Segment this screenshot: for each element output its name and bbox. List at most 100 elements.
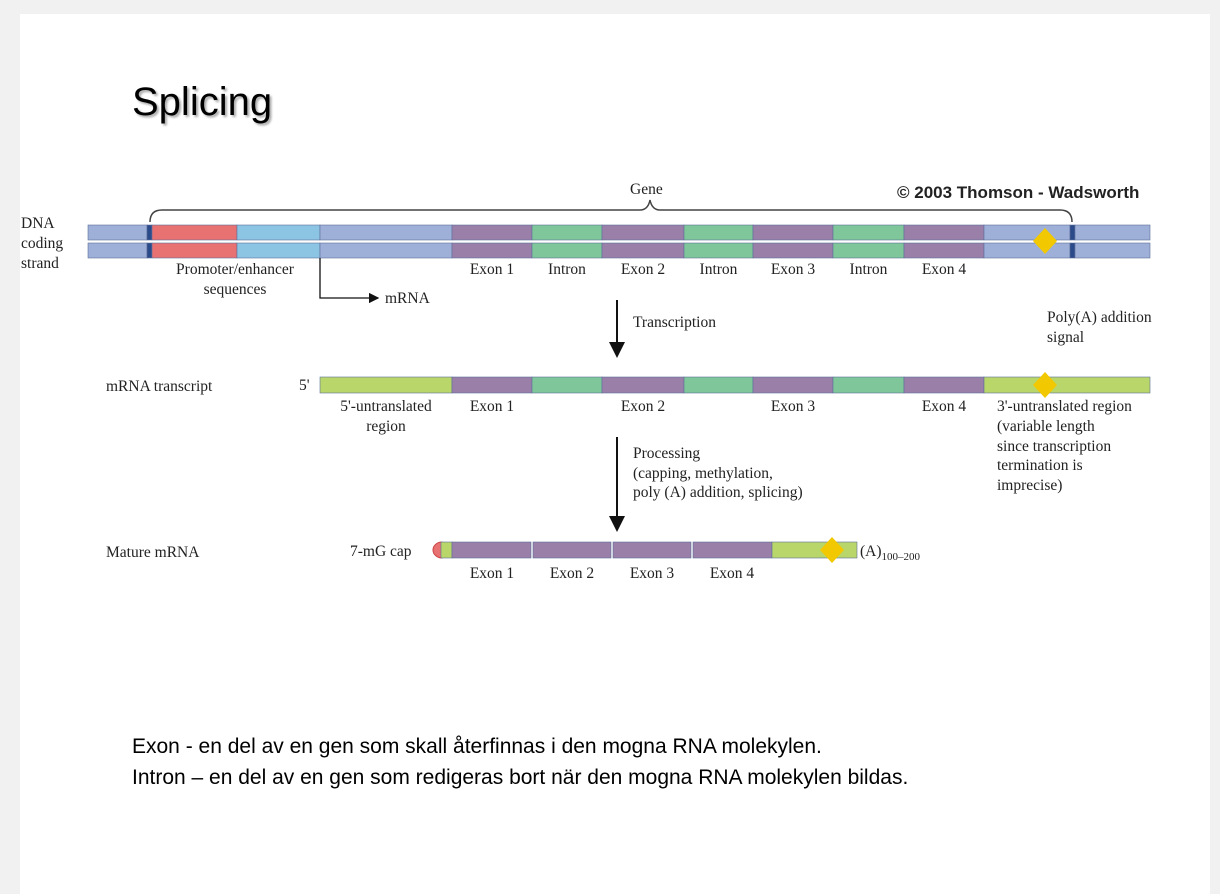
dna-segment-flank — [1074, 224, 1151, 241]
dna-segment-flank — [87, 224, 148, 241]
transcript-segment-intron — [683, 376, 754, 394]
transcript-segment-exon — [752, 376, 834, 394]
transcript-segment-exon — [451, 376, 533, 394]
polya-tail: (A) — [860, 543, 882, 560]
transcript-exon-3: Exon 3 — [770, 398, 816, 415]
exon-definition: Exon - en del av en gen som skall återfi… — [132, 735, 822, 758]
dna-label-1: DNA — [21, 215, 55, 232]
dna-segment-flank — [983, 242, 1071, 259]
dna-segment-exon — [903, 242, 985, 259]
dna-strands — [87, 224, 1151, 259]
processing-label-2: (capping, methylation, — [633, 465, 773, 482]
dna-segment-exon — [601, 224, 685, 241]
mature-exon-4: Exon 4 — [709, 565, 755, 582]
dna-segment-exon — [903, 224, 985, 241]
dna-label-2: coding — [21, 235, 64, 252]
mature-segment-exon — [612, 541, 692, 559]
processing-label-1: Processing — [633, 445, 701, 462]
transcript-exon-4: Exon 4 — [921, 398, 967, 415]
promoter-label-1: Promoter/enhancer — [176, 261, 294, 278]
gene-bracket — [149, 199, 1073, 223]
dna-exon-1: Exon 1 — [469, 261, 515, 278]
polya-signal-diamond — [820, 537, 844, 563]
mature-segment-exon — [692, 541, 773, 559]
polya-tail-length: 100–200 — [881, 551, 921, 564]
utr3-label-2: (variable length — [997, 418, 1095, 435]
dna-segment-enhancer — [236, 224, 321, 241]
dna-exon-4: Exon 4 — [921, 261, 967, 278]
dna-segment-enhancer — [236, 242, 321, 259]
mature-segment-utr — [440, 541, 453, 559]
utr3-label-1: 3'-untranslated region — [997, 398, 1132, 415]
polya-tail-label: (A)100–200 — [860, 542, 920, 567]
dna-segment-flank — [983, 224, 1071, 241]
cap-shape — [432, 541, 443, 559]
transcript-label: mRNA transcript — [106, 378, 213, 395]
mature-exon-2: Exon 2 — [549, 565, 595, 582]
transcription-label: Transcription — [633, 314, 716, 331]
mrna-arrow-label: mRNA — [385, 290, 430, 307]
dna-segment-intron — [683, 242, 754, 259]
transcript-segment-utr — [319, 376, 453, 394]
promoter-label-2: sequences — [203, 281, 267, 298]
dna-segment-exon — [752, 242, 834, 259]
processing-label-3: poly (A) addition, splicing) — [633, 484, 803, 501]
gene-label: Gene — [630, 181, 663, 198]
dna-segment-intron — [531, 242, 603, 259]
transcript-exon-1: Exon 1 — [469, 398, 515, 415]
dna-segment-intron — [531, 224, 603, 241]
utr5-label-2: region — [366, 418, 406, 435]
mrna-start-arrow — [319, 258, 380, 304]
mature-mrna-bar — [432, 537, 858, 563]
polya-signal-label-2: signal — [1047, 329, 1085, 346]
polya-signal-diamond — [1033, 372, 1057, 398]
mature-exon-3: Exon 3 — [629, 565, 675, 582]
transcript-segment-utr — [983, 376, 1151, 394]
dna-segment-intron — [832, 242, 905, 259]
transcript-exon-2: Exon 2 — [620, 398, 666, 415]
intron-definition: Intron – en del av en gen som redigeras … — [132, 766, 909, 789]
dna-label-3: strand — [21, 255, 59, 272]
dna-segment-boundary — [1069, 242, 1076, 259]
utr5-label-1: 5'-untranslated — [340, 398, 432, 415]
dna-segment-exon — [451, 224, 533, 241]
dna-segment-promoter — [151, 224, 238, 241]
dna-segment-intron — [832, 224, 905, 241]
dna-segment-flank — [319, 224, 453, 241]
copyright: © 2003 Thomson - Wadsworth — [897, 183, 1140, 202]
slide-title: Splicing — [132, 80, 273, 124]
dna-segment-exon — [752, 224, 834, 241]
dna-segment-boundary — [1069, 224, 1076, 241]
mature-segment-exon — [451, 541, 532, 559]
polya-signal-diamond — [1033, 228, 1057, 254]
dna-intron-1: Intron — [548, 261, 586, 278]
dna-intron-3: Intron — [849, 261, 888, 278]
dna-segment-flank — [87, 242, 148, 259]
mature-mrna-label: Mature mRNA — [106, 544, 200, 561]
dna-segment-boundary — [146, 224, 153, 241]
utr3-label-4: termination is — [997, 457, 1083, 474]
dna-segment-flank — [1074, 242, 1151, 259]
utr3-label-3: since transcription — [997, 438, 1112, 455]
utr3-label-5: imprecise) — [997, 477, 1063, 494]
mature-segment-exon — [532, 541, 612, 559]
transcript-segment-exon — [601, 376, 685, 394]
mature-segment-utr — [771, 541, 858, 559]
dna-segment-promoter — [151, 242, 238, 259]
slide — [20, 14, 1210, 894]
cap-label: 7-mG cap — [350, 543, 412, 560]
dna-segment-exon — [451, 242, 533, 259]
mature-exon-1: Exon 1 — [469, 565, 515, 582]
five-prime-label: 5' — [299, 377, 310, 394]
mrna-transcript-bar — [319, 372, 1151, 398]
transcript-segment-exon — [903, 376, 985, 394]
dna-segment-intron — [683, 224, 754, 241]
transcript-segment-intron — [832, 376, 905, 394]
dna-intron-2: Intron — [699, 261, 738, 278]
transcript-segment-intron — [531, 376, 603, 394]
polya-signal-label-1: Poly(A) addition — [1047, 309, 1152, 326]
dna-segment-exon — [601, 242, 685, 259]
dna-exon-3: Exon 3 — [770, 261, 816, 278]
dna-exon-2: Exon 2 — [620, 261, 666, 278]
